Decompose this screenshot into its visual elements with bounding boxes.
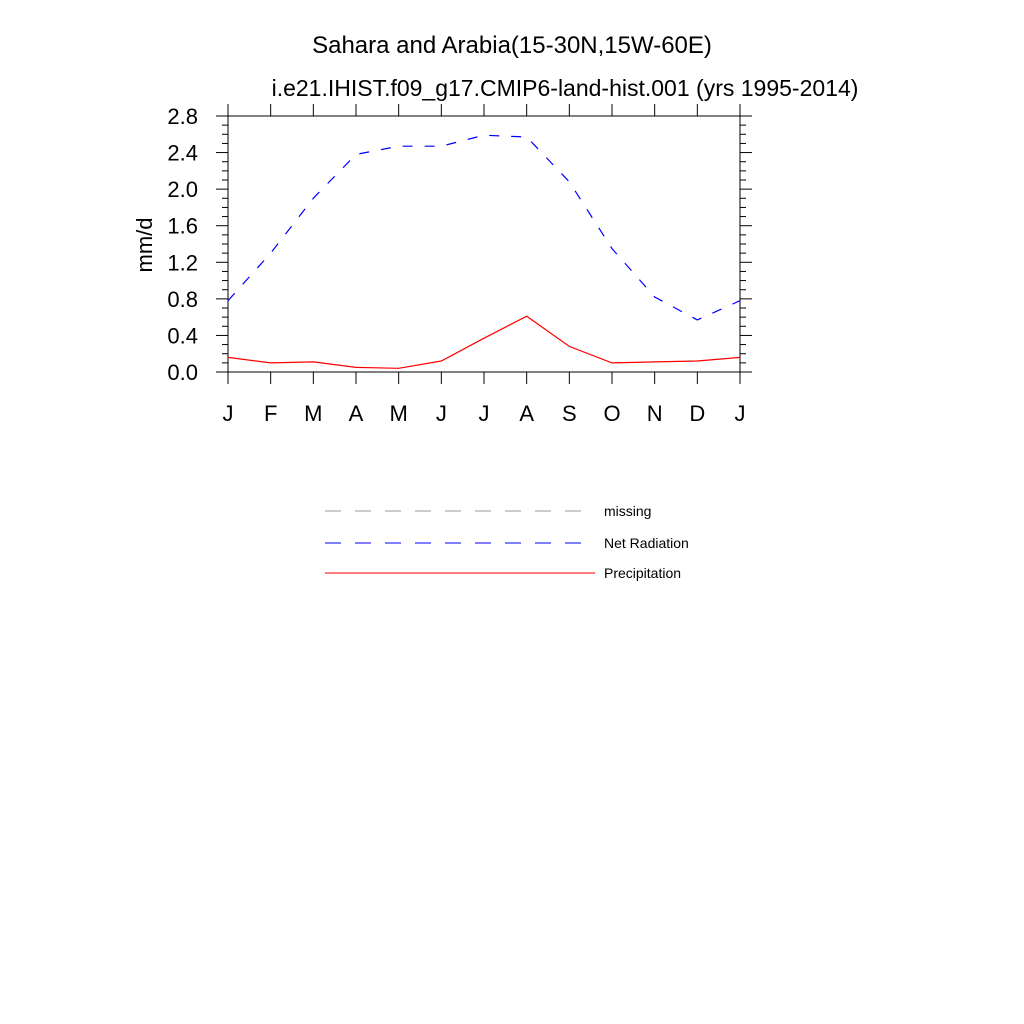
x-tick-label: A <box>349 401 364 426</box>
chart-subtitle: i.e21.IHIST.f09_g17.CMIP6-land-hist.001 … <box>272 75 859 101</box>
x-tick-label: S <box>562 401 577 426</box>
legend-label: missing <box>604 503 651 519</box>
legend-label: Net Radiation <box>604 535 689 551</box>
chart-title: Sahara and Arabia(15-30N,15W-60E) <box>312 32 712 59</box>
axis-ticks <box>216 104 752 384</box>
series-line-net-radiation <box>227 134 741 321</box>
y-tick-label: 2.8 <box>167 104 198 129</box>
x-tick-label: N <box>647 401 663 426</box>
y-tick-label: 1.6 <box>167 214 198 239</box>
y-tick-label: 2.4 <box>167 141 198 166</box>
x-tick-label: M <box>390 401 408 426</box>
y-tick-labels: 0.0 0.4 0.8 1.2 1.6 2.0 2.4 2.8 <box>167 104 198 385</box>
y-tick-label: 0.0 <box>167 360 198 385</box>
x-tick-label: J <box>735 401 746 426</box>
legend: missing Net Radiation Precipitation <box>325 503 689 581</box>
x-tick-label: J <box>223 401 234 426</box>
x-tick-label: J <box>436 401 447 426</box>
y-tick-label: 0.4 <box>167 323 198 348</box>
x-tick-label: M <box>304 401 322 426</box>
y-tick-label: 2.0 <box>167 177 198 202</box>
legend-label: Precipitation <box>604 565 681 581</box>
x-tick-label: F <box>264 401 277 426</box>
y-axis-label: mm/d <box>132 218 157 273</box>
x-tick-label: A <box>519 401 534 426</box>
series-lines <box>227 134 741 369</box>
x-tick-label: J <box>479 401 490 426</box>
series-line-precipitation <box>227 315 741 369</box>
x-tick-label: D <box>689 401 705 426</box>
y-tick-label: 0.8 <box>167 287 198 312</box>
plot-frame <box>227 115 741 373</box>
x-tick-label: O <box>603 401 620 426</box>
y-tick-label: 1.2 <box>167 250 198 275</box>
